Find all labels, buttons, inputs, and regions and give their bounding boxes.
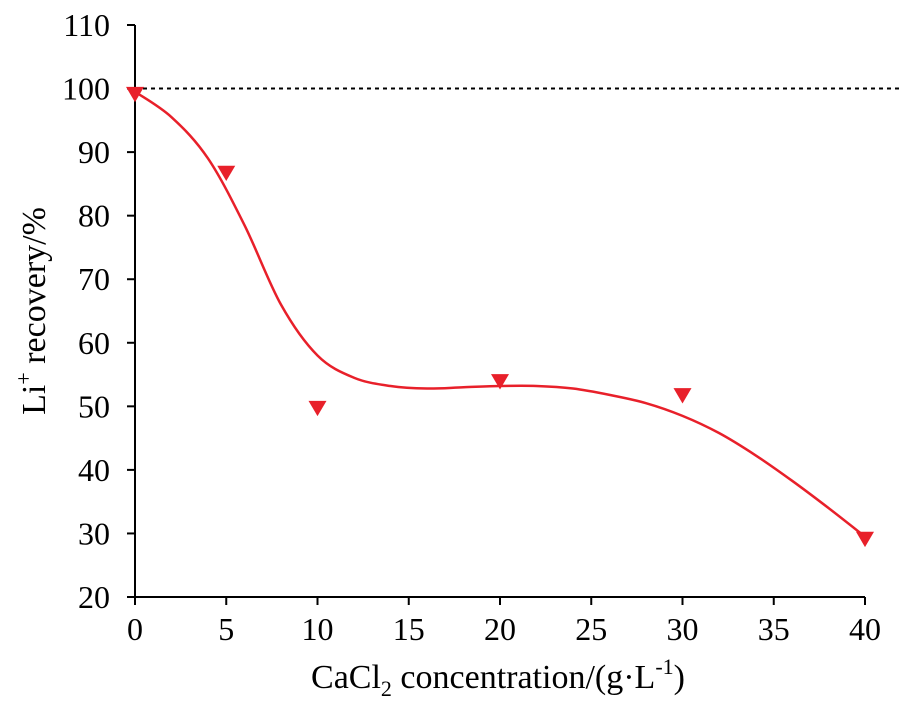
data-point <box>673 388 692 404</box>
x-tick-label: 35 <box>758 611 790 647</box>
x-tick-label: 5 <box>218 611 234 647</box>
x-tick-label: 20 <box>484 611 516 647</box>
y-tick-label: 40 <box>78 452 110 488</box>
tick-labels-group: 0 5 10 15 20 25 30 35 40 20 30 40 50 60 70 80 90 100 110 <box>62 7 881 647</box>
x-tick-label: 30 <box>667 611 699 647</box>
fit-curve <box>134 90 866 538</box>
data-point <box>308 400 327 417</box>
y-tick-label: 100 <box>62 71 110 107</box>
data-point <box>491 374 509 390</box>
y-axis-label: Li+ recovery/% <box>11 207 53 415</box>
x-axis-label: CaCl2 concentration/(g·L-1) <box>311 654 685 701</box>
y-tick-label: 20 <box>78 579 110 615</box>
y-tick-label: 50 <box>78 388 110 424</box>
data-point <box>856 531 874 548</box>
y-tick-label: 80 <box>78 198 110 234</box>
x-tick-label: 0 <box>127 611 143 647</box>
y-tick-label: 70 <box>78 261 110 297</box>
data-points-group <box>126 86 874 548</box>
data-point <box>217 165 236 181</box>
y-tick-label: 90 <box>78 134 110 170</box>
y-tick-label: 110 <box>63 7 110 43</box>
data-point <box>126 86 144 103</box>
x-tick-label: 40 <box>849 611 881 647</box>
fit-curve-group <box>134 90 866 538</box>
y-tick-label: 30 <box>78 515 110 551</box>
x-tick-label: 10 <box>302 611 334 647</box>
y-tick-label: 60 <box>78 325 110 361</box>
x-tick-label: 25 <box>575 611 607 647</box>
axes <box>127 24 866 605</box>
x-tick-label: 15 <box>393 611 425 647</box>
